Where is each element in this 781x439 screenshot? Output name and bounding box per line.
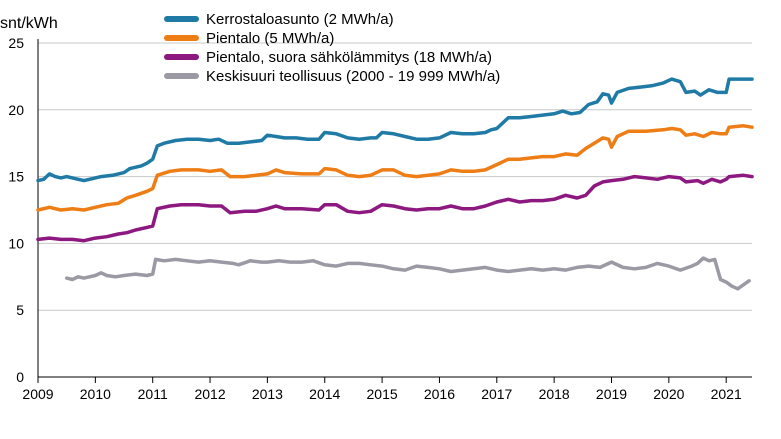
- x-tick-label-2019: 2019: [596, 386, 627, 402]
- series-line-3: [36, 173, 754, 243]
- y-tick-label-5: 5: [16, 302, 24, 318]
- x-tick-label-2013: 2013: [252, 386, 283, 402]
- legend-swatch-1: [164, 16, 199, 22]
- x-tick-label-2014: 2014: [309, 386, 340, 402]
- x-tick-label-2010: 2010: [80, 386, 111, 402]
- x-tick-label-2018: 2018: [539, 386, 570, 402]
- y-tick-label-25: 25: [8, 35, 24, 51]
- x-tick-label-2012: 2012: [194, 386, 225, 402]
- legend-swatch-2: [164, 35, 199, 41]
- x-axis: 2009 2010 2011 2012 2013 2014 2015 2016 2017 2018…: [22, 39, 752, 402]
- series-line-4: [64, 256, 751, 291]
- legend-label-1: Kerrostaloasunto (2 MWh/a): [206, 11, 394, 28]
- y-tick-label-0: 0: [16, 369, 24, 385]
- legend: Kerrostaloasunto (2 MWh/a) Pientalo (5 MW…: [164, 11, 500, 85]
- series-line-2: [36, 124, 754, 212]
- y-axis-unit-label: snt/kWh: [0, 15, 58, 32]
- x-tick-label-2020: 2020: [653, 386, 684, 402]
- x-tick-label-2017: 2017: [481, 386, 512, 402]
- series-lines: [36, 77, 754, 291]
- legend-swatch-4: [164, 73, 199, 79]
- series-line-1: [36, 77, 754, 183]
- y-tick-label-10: 10: [8, 235, 24, 251]
- x-tick-label-2015: 2015: [367, 386, 398, 402]
- x-tick-label-2021: 2021: [711, 386, 742, 402]
- legend-label-3: Pientalo, suora sähkölämmitys (18 MWh/a): [206, 49, 492, 66]
- x-tick-label-2011: 2011: [138, 386, 168, 402]
- y-tick-label-15: 15: [8, 169, 24, 185]
- x-tick-label-2009: 2009: [22, 386, 53, 402]
- x-tick-label-2016: 2016: [424, 386, 455, 402]
- legend-label-4: Keskisuuri teollisuus (2000 - 19 999 MWh…: [206, 68, 500, 85]
- y-axis-ticks: 0 5 10 15 20 25: [8, 35, 24, 385]
- legend-label-2: Pientalo (5 MWh/a): [206, 30, 334, 47]
- legend-swatch-3: [164, 54, 199, 60]
- y-tick-label-20: 20: [8, 102, 24, 118]
